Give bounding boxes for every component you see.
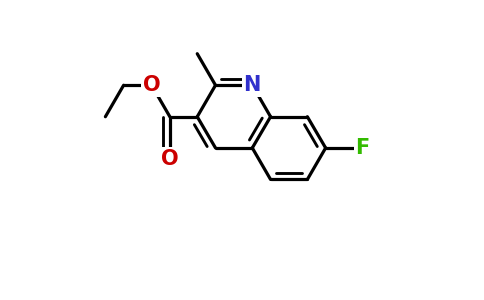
Text: F: F: [355, 138, 370, 158]
Text: O: O: [143, 75, 160, 95]
Text: O: O: [161, 149, 179, 169]
Text: N: N: [243, 75, 261, 95]
